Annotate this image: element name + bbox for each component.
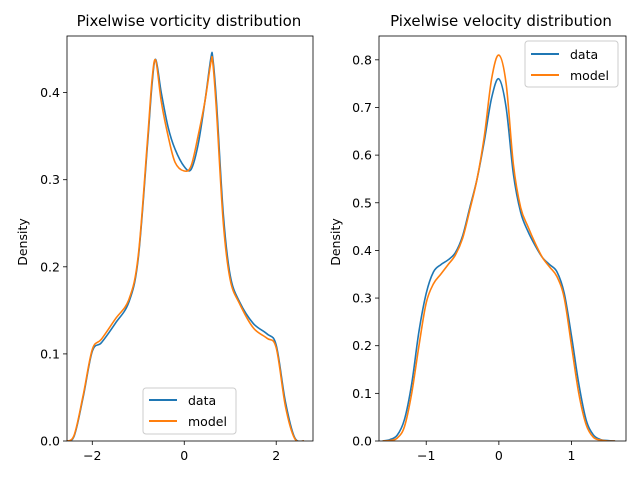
vorticity-y-tick-label: 0.3 <box>40 172 60 187</box>
vorticity-subplot: Pixelwise vorticity distribution Density… <box>15 12 314 463</box>
velocity-y-tick-label: 0.8 <box>352 52 372 67</box>
velocity-subplot: Pixelwise velocity distribution Density … <box>328 12 627 463</box>
vorticity-y-tick-label: 0.1 <box>40 346 60 361</box>
velocity-chart-title: Pixelwise velocity distribution <box>390 12 612 30</box>
velocity-ticks: −1 0 1 0.0 0.1 0.2 0.3 0.4 0.5 0.6 0.7 0.8 <box>352 52 575 463</box>
velocity-y-tick-label: 0.6 <box>352 148 372 163</box>
velocity-series-model-line <box>382 54 616 441</box>
velocity-y-tick-label: 0.0 <box>352 434 372 449</box>
vorticity-legend-data-label: data <box>188 393 216 408</box>
vorticity-y-tick-label: 0.2 <box>40 259 60 274</box>
vorticity-y-axis-label: Density <box>15 218 30 266</box>
velocity-plot-area <box>382 54 616 441</box>
velocity-y-tick-label: 0.3 <box>352 291 372 306</box>
vorticity-x-tick-label: 2 <box>272 448 280 463</box>
velocity-legend: data model <box>524 40 619 88</box>
velocity-series-data-line <box>382 78 616 441</box>
velocity-x-tick-label: −1 <box>417 448 435 463</box>
vorticity-plot-area <box>67 51 305 441</box>
velocity-x-tick-label: 0 <box>495 448 503 463</box>
velocity-y-tick-label: 0.1 <box>352 386 372 401</box>
vorticity-chart-title: Pixelwise vorticity distribution <box>77 12 302 30</box>
vorticity-series-model-line <box>67 55 305 441</box>
vorticity-y-tick-label: 0.0 <box>40 434 60 449</box>
velocity-axes-frame <box>378 35 627 442</box>
velocity-y-axis-label: Density <box>328 218 343 266</box>
vorticity-axes-frame <box>66 35 314 442</box>
velocity-y-tick-label: 0.7 <box>352 100 372 115</box>
velocity-legend-data-label: data <box>570 47 598 62</box>
vorticity-x-tick-label: 0 <box>180 448 188 463</box>
vorticity-series-data-line <box>67 51 305 441</box>
vorticity-legend-model-label: model <box>188 414 227 429</box>
velocity-y-tick-label: 0.4 <box>352 243 372 258</box>
vorticity-ticks: −2 0 2 0.0 0.1 0.2 0.3 0.4 <box>40 85 280 463</box>
vorticity-x-tick-label: −2 <box>83 448 101 463</box>
velocity-y-tick-label: 0.5 <box>352 195 372 210</box>
velocity-legend-model-label: model <box>570 68 609 83</box>
vorticity-y-tick-label: 0.4 <box>40 85 60 100</box>
velocity-y-tick-label: 0.2 <box>352 338 372 353</box>
velocity-x-tick-label: 1 <box>568 448 576 463</box>
vorticity-legend: data model <box>142 387 237 435</box>
